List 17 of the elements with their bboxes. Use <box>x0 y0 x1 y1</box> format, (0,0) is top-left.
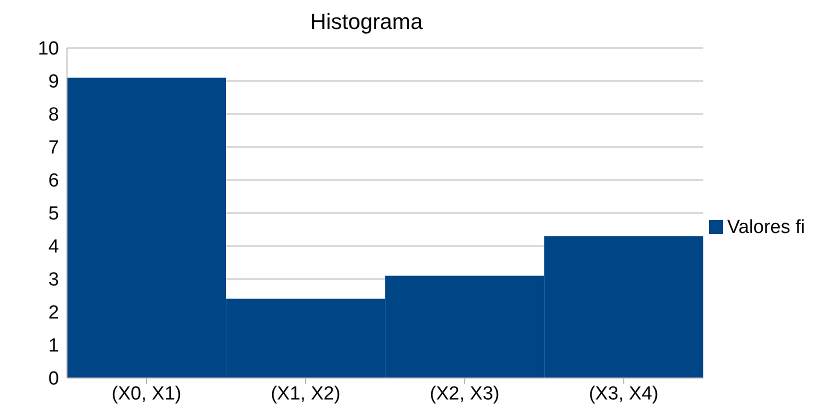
y-tick-label: 9 <box>48 72 59 93</box>
x-tick-label: (X1, X2) <box>270 383 340 404</box>
y-tick-label: 3 <box>48 270 59 291</box>
chart-title: Histograma <box>309 8 424 36</box>
x-tick-label: (X2, X3) <box>430 383 500 404</box>
y-tick-label: 7 <box>48 138 59 159</box>
y-tick-label: 5 <box>48 204 59 225</box>
y-tick-label: 10 <box>38 38 59 60</box>
y-tick-label: 2 <box>48 302 59 324</box>
x-tick-label: (X0, X1) <box>112 383 182 404</box>
legend-label: Valores fi <box>727 216 805 238</box>
y-tick-label: 0 <box>48 368 59 390</box>
y-tick-label: 6 <box>48 170 59 192</box>
y-tick-label: 8 <box>48 104 59 126</box>
y-tick-label: 1 <box>48 336 59 357</box>
y-tick-label: 4 <box>48 236 60 258</box>
x-tick-label: (X3, X4) <box>588 383 659 404</box>
